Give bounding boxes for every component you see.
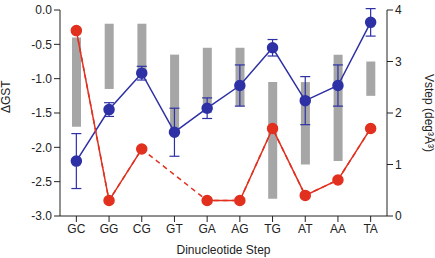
svg-text:-0.5: -0.5 (31, 38, 52, 52)
svg-text:0.0: 0.0 (35, 3, 52, 17)
svg-text:2: 2 (395, 106, 402, 120)
svg-text:TG: TG (264, 222, 281, 236)
svg-text:-3.0: -3.0 (31, 209, 52, 223)
svg-text:-2.0: -2.0 (31, 141, 52, 155)
svg-text:GA: GA (198, 222, 215, 236)
svg-text:TA: TA (363, 222, 377, 236)
svg-text:Vstep (deg³Å³): Vstep (deg³Å³) (422, 74, 427, 152)
svg-text:GT: GT (166, 222, 183, 236)
svg-text:AT: AT (298, 222, 313, 236)
svg-text:0: 0 (395, 209, 402, 223)
svg-text:-2.5: -2.5 (31, 175, 52, 189)
svg-text:Dinucleotide Step: Dinucleotide Step (176, 243, 270, 257)
svg-text:GG: GG (100, 222, 119, 236)
svg-text:ΔGST: ΔGST (8, 80, 13, 113)
svg-text:-1.0: -1.0 (31, 72, 52, 86)
svg-text:1: 1 (395, 158, 402, 172)
svg-text:AG: AG (231, 222, 248, 236)
svg-text:3: 3 (395, 55, 402, 69)
svg-text:4: 4 (395, 3, 402, 17)
svg-text:CG: CG (133, 222, 151, 236)
svg-text:AA: AA (330, 222, 346, 236)
svg-text:-1.5: -1.5 (31, 106, 52, 120)
svg-text:GC: GC (67, 222, 85, 236)
